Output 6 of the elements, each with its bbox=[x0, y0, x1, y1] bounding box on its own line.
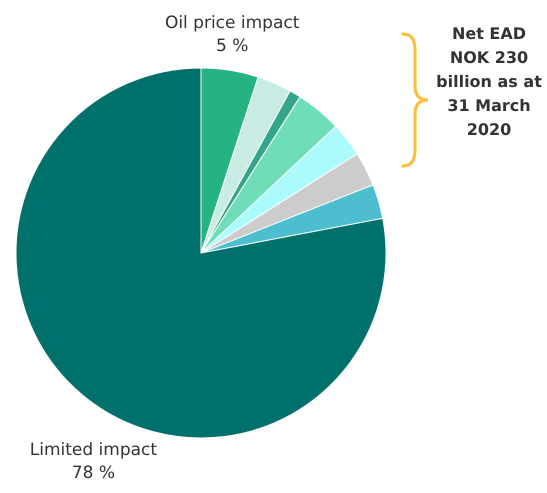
data-label: 5 % bbox=[216, 36, 248, 56]
slice-label: Limited impact bbox=[30, 440, 158, 460]
slice-label: Oil price impact bbox=[164, 13, 300, 33]
pie-slice bbox=[16, 68, 386, 438]
text: Net EAD NOK 230 billion as at 31 March 2020 bbox=[436, 23, 542, 141]
data-label: 78 % bbox=[72, 463, 116, 483]
